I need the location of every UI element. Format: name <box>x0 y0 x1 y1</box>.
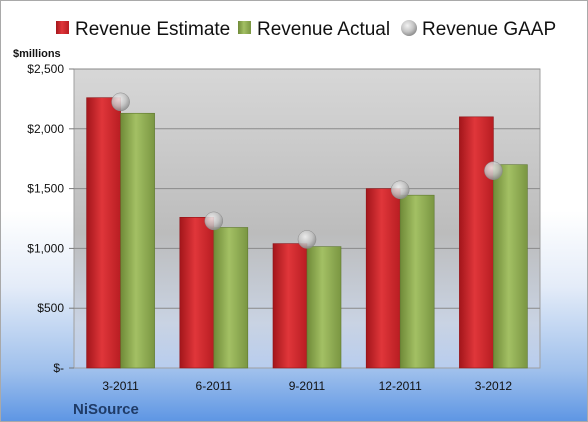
y-tick-label: $1,000 <box>27 241 64 255</box>
bar-estimate-6-2011 <box>179 217 215 369</box>
bar-actual-12-2011 <box>399 194 435 369</box>
gaap-markers <box>111 92 503 249</box>
bar-estimate-3-2011 <box>86 97 121 369</box>
y-tick-label: $- <box>53 361 64 375</box>
bar-actual-3-2011 <box>120 112 155 369</box>
bar-estimate-3-2012 <box>459 116 494 369</box>
legend-marker-gaap <box>401 20 417 36</box>
bar-actual-6-2011 <box>213 227 249 369</box>
bar-actual-9-2011 <box>306 246 342 369</box>
legend-label-actual: Revenue Actual <box>257 19 390 40</box>
bar-estimate-9-2011 <box>272 243 308 369</box>
y-tick-label: $2,500 <box>27 62 64 76</box>
legend-label-gaap: Revenue GAAP <box>422 19 556 40</box>
legend-label-estimate: Revenue Estimate <box>75 19 230 40</box>
y-tick-label: $500 <box>37 301 64 315</box>
bar-estimate-12-2011 <box>365 188 401 369</box>
gaap-marker-9-2011 <box>297 230 317 249</box>
gaap-marker-12-2011 <box>390 180 410 200</box>
bars <box>86 97 528 369</box>
x-tick-label: 3-2012 <box>475 379 513 393</box>
bar-actual-3-2012 <box>493 164 528 369</box>
legend-swatch-estimate <box>56 21 69 34</box>
gaap-marker-3-2012 <box>484 161 503 180</box>
x-tick-label: 9-2011 <box>289 379 326 393</box>
legend-item-gaap: Revenue GAAP <box>401 19 556 40</box>
gaap-marker-3-2011 <box>111 92 130 112</box>
y-tick-label: $2,000 <box>27 122 64 136</box>
legend-item-estimate: Revenue Estimate <box>56 19 230 40</box>
gaap-marker-6-2011 <box>204 211 224 231</box>
y-axis-unit-label: $millions <box>13 48 61 60</box>
x-axis-ticks: 3-2011 6-2011 9-2011 12-2011 3-2012 <box>102 379 512 393</box>
legend: Revenue Estimate Revenue Actual Revenue … <box>56 19 556 40</box>
x-tick-label: 3-2011 <box>102 379 139 393</box>
company-name: NiSource <box>73 401 139 418</box>
x-tick-label: 6-2011 <box>196 379 233 393</box>
y-tick-label: $1,500 <box>27 182 64 196</box>
y-axis-ticks: $- $500 $1,000 $1,500 $2,000 $2,500 <box>27 62 74 375</box>
legend-swatch-actual <box>238 21 251 34</box>
x-tick-label: 12-2011 <box>379 379 422 393</box>
legend-item-actual: Revenue Actual <box>238 19 390 40</box>
